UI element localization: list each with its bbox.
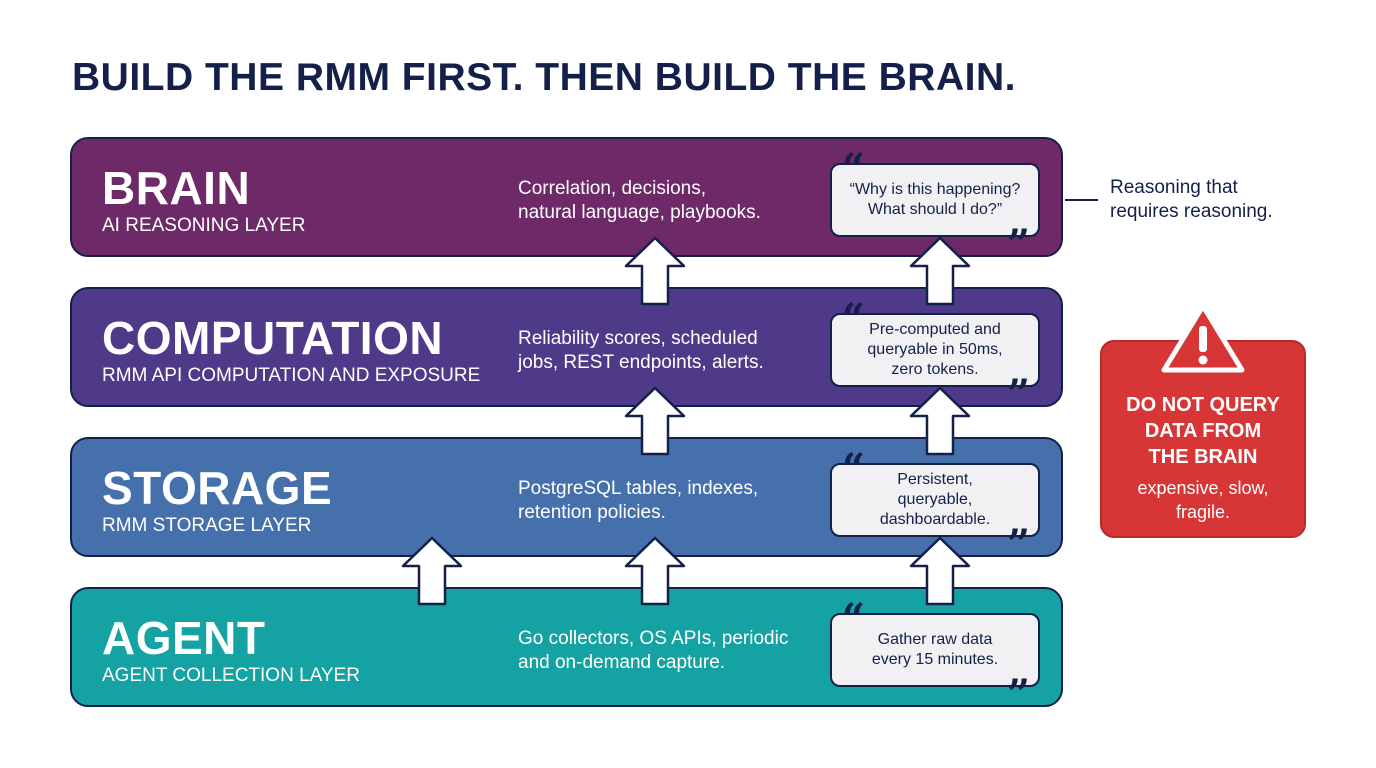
warning-heading-line: DATA FROM	[1144, 420, 1262, 442]
open-quote-icon: “	[842, 445, 866, 492]
layer-description: PostgreSQL tables, indexes, retention pol…	[518, 477, 758, 525]
layer-subtitle: RMM STORAGE LAYER	[102, 515, 312, 536]
description-line: and on-demand capture.	[518, 652, 726, 673]
page-title: BUILD THE RMM FIRST. THEN BUILD THE BRAI…	[72, 56, 1016, 99]
warning-sub-line: expensive, slow,	[1137, 478, 1269, 498]
quote-text: Gather raw data every 15 minutes.	[871, 631, 999, 668]
description-line: PostgreSQL tables, indexes,	[518, 478, 759, 499]
warning-box: DO NOT QUERY DATA FROM THE BRAIN expensive…	[1100, 340, 1306, 538]
description-line: retention policies.	[518, 502, 666, 523]
open-quote-icon: “	[842, 295, 866, 342]
open-quote-icon: “	[842, 145, 866, 192]
side-note-line: Reasoning that	[1110, 177, 1238, 198]
layer-description: Go collectors, OS APIs, periodic and on-d…	[518, 627, 788, 675]
layer-name: COMPUTATION	[102, 312, 444, 364]
description-line: Reliability scores, scheduled	[518, 328, 758, 349]
up-arrow-icon	[909, 386, 971, 456]
up-arrow-icon	[624, 236, 686, 306]
warning-heading-line: THE BRAIN	[1148, 446, 1258, 468]
up-arrow-icon	[624, 536, 686, 606]
description-line: jobs, REST endpoints, alerts.	[518, 352, 764, 373]
layer-subtitle: AGENT COLLECTION LAYER	[102, 665, 360, 686]
layer-computation: COMPUTATION RMM API COMPUTATION AND EXPO…	[70, 287, 1063, 415]
warning-heading-line: DO NOT QUERY	[1126, 394, 1280, 416]
up-arrow-icon	[401, 536, 463, 606]
layer-description: Correlation, decisions, natural language,…	[518, 177, 761, 225]
quote-text: Pre-computed and queryable in 50ms, zero…	[867, 321, 1003, 378]
warning-triangle-icon	[1161, 303, 1245, 373]
connector-line	[1065, 199, 1098, 201]
warning-heading: DO NOT QUERY DATA FROM THE BRAIN	[1102, 392, 1304, 470]
open-quote-icon: “	[842, 595, 866, 642]
layer-subtitle: AI REASONING LAYER	[102, 215, 306, 236]
quote-box: “Persistent, queryable, dashboardable.”	[830, 449, 1040, 565]
close-quote-icon: ”	[1006, 221, 1030, 268]
close-quote-icon: ”	[1006, 371, 1030, 418]
warning-sub-line: fragile.	[1175, 502, 1231, 522]
side-note-line: requires reasoning.	[1110, 201, 1273, 222]
quote-box: “Gather raw data every 15 minutes.”	[830, 599, 1040, 715]
quote-text: “Why is this happening? What should I do…	[849, 181, 1021, 218]
up-arrow-icon	[909, 536, 971, 606]
layer-storage: STORAGE RMM STORAGE LAYER PostgreSQL tab…	[70, 437, 1063, 565]
layer-name: AGENT	[102, 612, 266, 664]
layer-brain: BRAIN AI REASONING LAYER Correlation, de…	[70, 137, 1063, 265]
layer-name: BRAIN	[102, 162, 251, 214]
layer-agent: AGENT AGENT COLLECTION LAYER Go collecto…	[70, 587, 1063, 715]
quote-box: ““Why is this happening? What should I d…	[830, 149, 1040, 265]
quote-text: Persistent, queryable, dashboardable.	[879, 471, 991, 528]
close-quote-icon: ”	[1006, 521, 1030, 568]
up-arrow-icon	[624, 386, 686, 456]
up-arrow-icon	[909, 236, 971, 306]
quote-box: “Pre-computed and queryable in 50ms, zer…	[830, 299, 1040, 415]
description-line: Go collectors, OS APIs, periodic	[518, 628, 789, 649]
side-note: Reasoning that requires reasoning.	[1110, 176, 1273, 224]
layer-name: STORAGE	[102, 462, 333, 514]
warning-subtext: expensive, slow, fragile.	[1102, 476, 1304, 524]
description-line: Correlation, decisions,	[518, 178, 706, 199]
description-line: natural language, playbooks.	[518, 202, 761, 223]
layer-subtitle: RMM API COMPUTATION AND EXPOSURE	[102, 365, 481, 386]
layer-description: Reliability scores, scheduled jobs, REST …	[518, 327, 764, 375]
close-quote-icon: ”	[1006, 671, 1030, 718]
